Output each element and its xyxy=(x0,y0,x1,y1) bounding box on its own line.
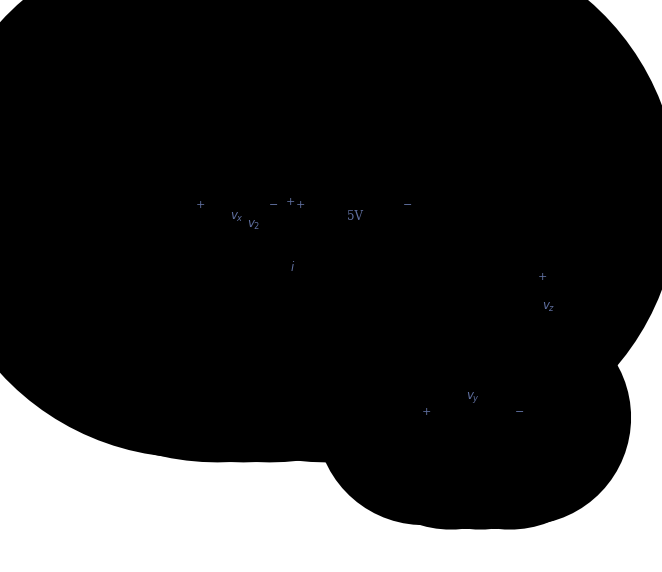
Text: $R_4$: $R_4$ xyxy=(465,429,481,444)
Text: +: + xyxy=(285,197,295,207)
Text: $v_y$: $v_y$ xyxy=(466,390,480,405)
Text: $i$: $i$ xyxy=(290,260,295,274)
Text: 8V: 8V xyxy=(463,154,481,168)
Text: +: + xyxy=(177,255,187,265)
Text: −: − xyxy=(291,347,300,357)
Text: 4A: 4A xyxy=(155,356,172,368)
Text: −: − xyxy=(403,200,412,210)
Text: a: a xyxy=(169,189,175,201)
Text: d)  $v_z$: d) $v_z$ xyxy=(12,90,49,105)
Text: $v_x$: $v_x$ xyxy=(230,210,244,224)
Text: 5V: 5V xyxy=(347,210,363,224)
Text: +: + xyxy=(291,367,300,377)
Text: e)  The power associated with the 2V power supply. State whether this is absorbe: e) The power associated with the 2V powe… xyxy=(12,106,656,119)
Text: −: − xyxy=(467,202,477,212)
Circle shape xyxy=(179,194,185,200)
Circle shape xyxy=(279,273,285,279)
Text: b)  The voltage $v_{ab}$ between points a and b.: b) The voltage $v_{ab}$ between points a… xyxy=(12,58,303,75)
Text: −: − xyxy=(177,275,187,285)
Text: −: − xyxy=(413,364,423,374)
Text: 5.5A: 5.5A xyxy=(426,251,453,264)
Text: +: + xyxy=(413,344,423,354)
Text: b: b xyxy=(266,269,274,283)
Text: +: + xyxy=(467,182,477,192)
Text: +: + xyxy=(421,407,431,417)
Text: −: − xyxy=(269,200,279,210)
Text: $R_2$: $R_2$ xyxy=(300,218,315,233)
Text: $v_z$: $v_z$ xyxy=(542,300,555,313)
Text: $R_3$: $R_3$ xyxy=(342,168,357,183)
Text: Figure 2: Circuit to solve for Q2.: Figure 2: Circuit to solve for Q2. xyxy=(228,447,434,460)
Text: +: + xyxy=(538,272,547,282)
Text: −: − xyxy=(515,407,525,417)
Text: Question 2:  For the circuit shown in Figure 2, find the following:: Question 2: For the circuit shown in Fig… xyxy=(12,24,495,37)
Text: +: + xyxy=(295,200,305,210)
Text: 2V: 2V xyxy=(442,352,459,366)
Text: 15V: 15V xyxy=(129,264,154,276)
Text: $v_2$: $v_2$ xyxy=(247,219,260,232)
Text: +: + xyxy=(195,200,205,210)
Text: $R_1$: $R_1$ xyxy=(224,168,240,183)
Text: $\blacktriangledown$5.5A: $\blacktriangledown$5.5A xyxy=(426,249,455,261)
Text: a)  $v_x$: a) $v_x$ xyxy=(12,42,49,57)
Text: c)  $v_y$: c) $v_y$ xyxy=(12,74,48,92)
Text: 10V: 10V xyxy=(319,356,344,368)
